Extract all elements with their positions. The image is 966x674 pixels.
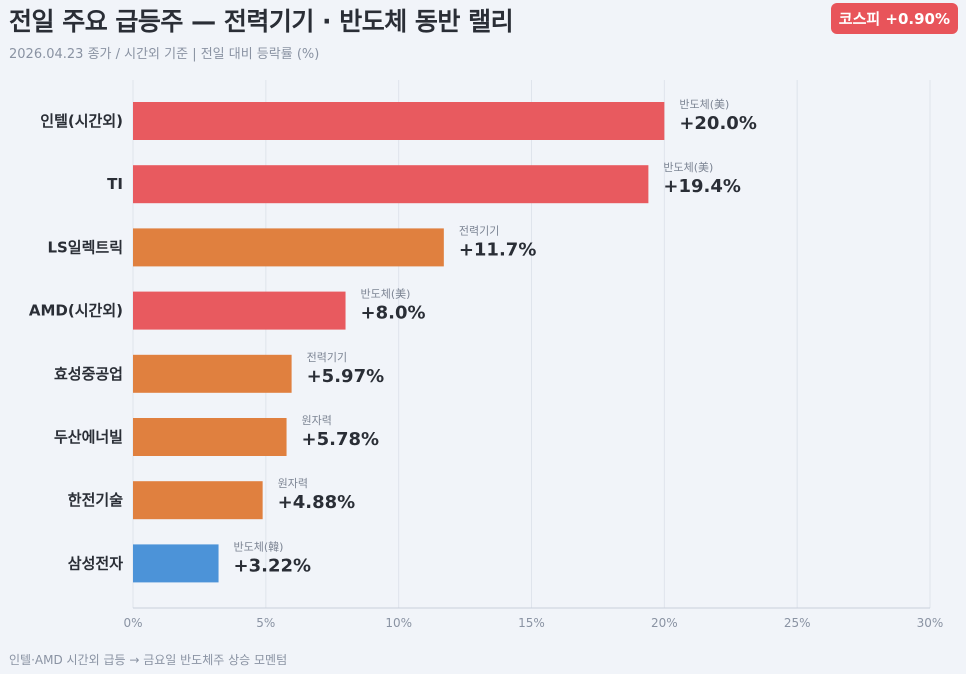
sector-tag: 원자력 [302, 414, 332, 427]
kospi-badge: 코스피 +0.90% [830, 3, 958, 34]
x-tick-label: 15% [518, 616, 545, 630]
x-tick-label: 0% [123, 616, 142, 630]
chart-subtitle: 2026.04.23 종가 / 시간외 기준 | 전일 대비 등락률 (%) [9, 47, 320, 62]
value-label: +4.88% [278, 492, 356, 513]
footnote: 인텔·AMD 시간외 급등 → 금요일 반도체주 상승 모멘텀 [9, 653, 288, 667]
sector-tag: 반도체(韓) [234, 540, 284, 553]
sector-tag: 반도체(美) [679, 98, 729, 111]
x-tick-label: 30% [917, 616, 944, 630]
bar [133, 165, 649, 204]
category-label: TI [107, 175, 123, 193]
category-label: 삼성전자 [68, 554, 123, 572]
bar [133, 544, 219, 583]
sector-tag: 전력기기 [307, 351, 347, 364]
bar [133, 102, 665, 140]
value-label: +20.0% [679, 113, 757, 134]
value-label: +8.0% [361, 303, 426, 324]
category-label: 효성중공업 [54, 365, 123, 383]
category-label: 인텔(시간외) [40, 112, 123, 130]
x-tick-label: 20% [651, 616, 678, 630]
bar [133, 228, 444, 267]
bar [133, 418, 287, 456]
value-label: +5.78% [302, 429, 380, 450]
category-label: LS일렉트릭 [47, 238, 123, 256]
x-tick-label: 5% [256, 616, 275, 630]
sector-tag: 반도체(美) [663, 161, 713, 174]
value-label: +5.97% [307, 366, 385, 387]
sector-tag: 반도체(美) [361, 288, 411, 301]
category-label: 두산에너빌 [54, 428, 123, 446]
value-label: +19.4% [663, 176, 741, 197]
value-label: +11.7% [459, 239, 537, 260]
category-label: 한전기술 [68, 491, 123, 509]
x-tick-label: 25% [784, 616, 811, 630]
sector-tag: 전력기기 [459, 224, 499, 237]
sector-tag: 원자력 [278, 477, 308, 490]
value-label: +3.22% [234, 555, 312, 576]
bar [133, 481, 263, 520]
category-label: AMD(시간외) [29, 302, 123, 320]
x-tick-label: 10% [385, 616, 412, 630]
bar [133, 291, 346, 330]
bar [133, 354, 292, 393]
chart-title: 전일 주요 급등주 — 전력기기 · 반도체 동반 랠리 [9, 7, 514, 36]
